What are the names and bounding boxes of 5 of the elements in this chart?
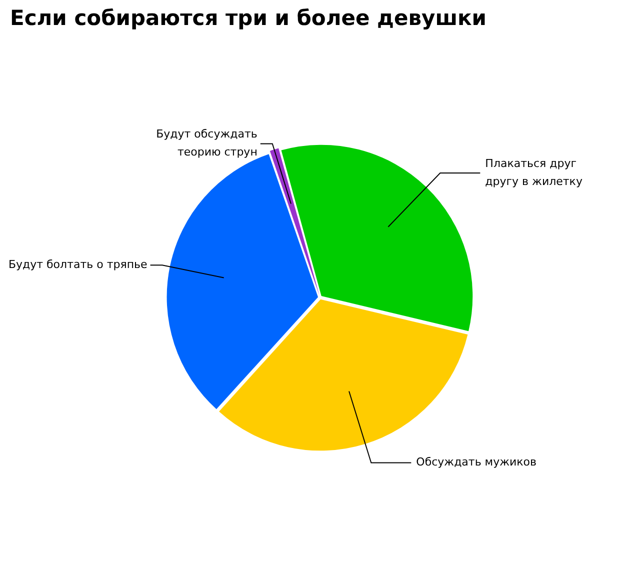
slice-label: Плакаться друг другу в жилетку (485, 156, 583, 188)
slice-label: Обсуждать мужиков (416, 456, 537, 469)
slice-label: Будут обсуждать теорию струн (156, 128, 258, 159)
chart-title: Если собираются три и более девушки (10, 6, 486, 30)
slice-label: Будут болтать о тряпье (8, 258, 148, 271)
